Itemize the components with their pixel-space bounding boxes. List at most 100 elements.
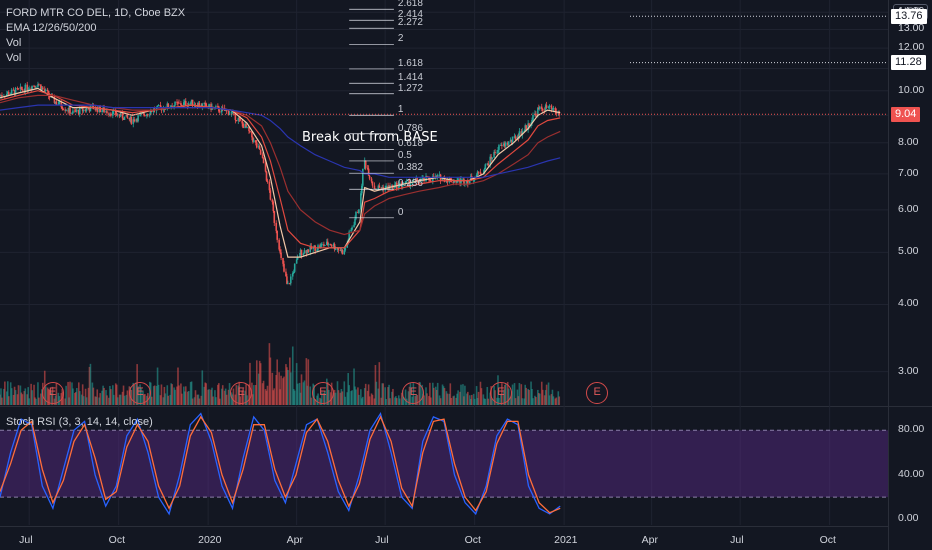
earnings-marker-icon[interactable]: E bbox=[230, 382, 253, 404]
candle-body bbox=[503, 143, 506, 147]
volume-bar bbox=[343, 381, 346, 405]
earnings-marker-icon[interactable]: E bbox=[311, 382, 334, 404]
chart-annotation[interactable]: Break out from BASE bbox=[302, 130, 438, 145]
volume-bar bbox=[197, 394, 200, 405]
symbol-title[interactable]: FORD MTR CO DEL, 1D, Cboe BZX bbox=[6, 7, 186, 19]
candle-body bbox=[231, 111, 234, 113]
candle-body bbox=[435, 175, 438, 177]
stoch-rsi-line-k bbox=[0, 411, 561, 516]
candle-body bbox=[378, 185, 381, 188]
vol-legend-1[interactable]: Vol bbox=[6, 37, 22, 49]
candle-body bbox=[503, 143, 505, 146]
candle-body bbox=[259, 149, 262, 155]
volume-bar bbox=[259, 363, 262, 405]
volume-bar bbox=[67, 381, 69, 405]
volume-bar bbox=[334, 392, 337, 405]
candle-body bbox=[184, 100, 187, 106]
volume-bar bbox=[453, 395, 456, 405]
volume-bar bbox=[375, 381, 378, 405]
volume-bar bbox=[212, 396, 214, 405]
candle-body bbox=[204, 102, 207, 104]
candle-body bbox=[253, 140, 255, 142]
y-tick-label: 6.00 bbox=[898, 202, 919, 215]
candle-body bbox=[550, 105, 553, 110]
volume-bar bbox=[109, 385, 111, 405]
candle-body bbox=[130, 116, 133, 124]
volume-bar bbox=[432, 387, 435, 405]
y-tick-label: 5.00 bbox=[898, 245, 919, 258]
fib-level-label: 2 bbox=[397, 33, 404, 45]
candle-body bbox=[521, 131, 524, 136]
earnings-marker-icon[interactable]: E bbox=[41, 382, 64, 404]
x-tick-label: Jul bbox=[375, 534, 389, 546]
volume-bar bbox=[435, 389, 438, 405]
volume-bar bbox=[430, 397, 432, 405]
volume-bar bbox=[436, 382, 439, 405]
candle-body bbox=[40, 84, 42, 90]
volume-bar bbox=[183, 391, 186, 405]
volume-bar bbox=[385, 398, 387, 405]
volume-bar bbox=[307, 359, 310, 405]
volume-bar bbox=[74, 392, 76, 405]
earnings-marker-icon[interactable]: E bbox=[586, 382, 609, 404]
volume-bar bbox=[309, 386, 312, 405]
candle-body bbox=[520, 131, 523, 136]
volume-bar bbox=[480, 388, 483, 405]
fib-level-label: 0.5 bbox=[397, 149, 412, 161]
candle-body bbox=[157, 105, 160, 107]
candle-body bbox=[200, 106, 203, 108]
candle-body bbox=[12, 89, 15, 91]
candle-body bbox=[540, 106, 543, 109]
volume-bar bbox=[341, 391, 344, 405]
volume-bar bbox=[181, 393, 183, 405]
volume-bar bbox=[162, 397, 165, 405]
volume-bar bbox=[278, 372, 280, 405]
volume-bar bbox=[273, 388, 276, 405]
volume-bar bbox=[219, 398, 221, 405]
earnings-marker-icon[interactable]: E bbox=[489, 382, 512, 404]
candle-body bbox=[354, 218, 356, 225]
candle-body bbox=[525, 125, 527, 130]
candle-body bbox=[455, 180, 457, 183]
volume-bar bbox=[187, 390, 190, 405]
volume-bar bbox=[82, 396, 85, 405]
candle-body bbox=[167, 103, 170, 108]
earnings-marker-icon[interactable]: E bbox=[129, 382, 152, 404]
candle-body bbox=[493, 152, 495, 158]
volume-bar bbox=[7, 396, 10, 405]
volume-bar bbox=[473, 398, 476, 405]
volume-bar bbox=[65, 385, 67, 405]
volume-bar bbox=[449, 383, 452, 405]
ema-legend[interactable]: EMA 12/26/50/200 bbox=[6, 22, 97, 34]
candle-body bbox=[476, 171, 479, 175]
stoch-rsi-legend[interactable]: Stoch RSI (3, 3, 14, 14, close) bbox=[6, 416, 153, 428]
candle-body bbox=[227, 110, 230, 116]
volume-bar bbox=[271, 372, 274, 405]
volume-bar bbox=[448, 393, 451, 405]
volume-bar bbox=[368, 396, 371, 405]
candle-body bbox=[287, 283, 289, 285]
candle-body bbox=[273, 211, 276, 223]
candle-body bbox=[280, 252, 282, 258]
volume-bar bbox=[102, 385, 104, 405]
volume-bar bbox=[80, 394, 83, 405]
vol-legend-2[interactable]: Vol bbox=[6, 52, 22, 64]
candle-body bbox=[360, 193, 362, 210]
volume-bar bbox=[203, 386, 206, 405]
candle-body bbox=[320, 244, 322, 248]
candle-body bbox=[1, 95, 3, 97]
price-label: 13.76 bbox=[891, 8, 927, 24]
volume-bar bbox=[360, 389, 362, 405]
candle-body bbox=[246, 126, 248, 128]
volume-bar bbox=[98, 397, 101, 405]
volume-bar bbox=[155, 385, 158, 405]
earnings-marker-icon[interactable]: E bbox=[402, 382, 425, 404]
candle-body bbox=[178, 102, 180, 104]
candle-body bbox=[497, 149, 499, 153]
candle-body bbox=[466, 180, 468, 184]
volume-bar bbox=[354, 386, 356, 405]
volume-bar bbox=[289, 357, 291, 405]
candle-body bbox=[355, 212, 357, 219]
candle-body bbox=[554, 108, 557, 112]
